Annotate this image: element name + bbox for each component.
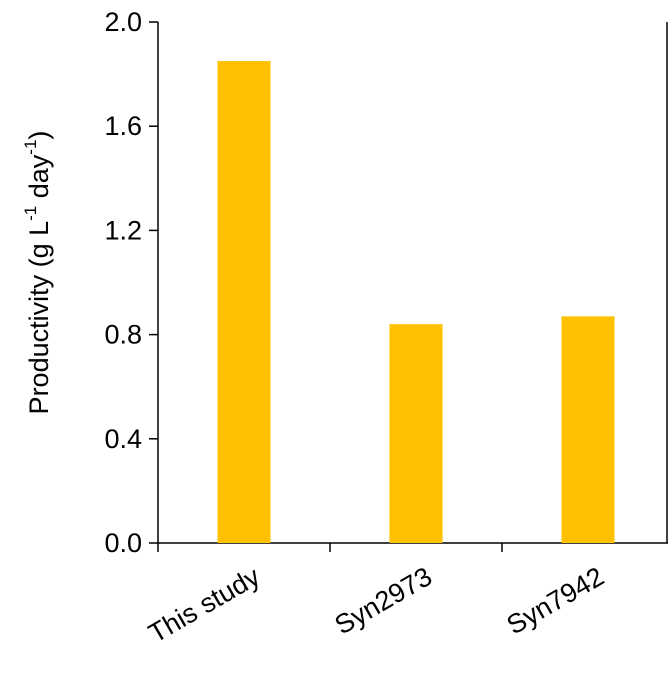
y-tick-label: 0.8 — [104, 320, 142, 350]
y-tick-label: 1.6 — [104, 111, 142, 141]
x-ticks: This study Syn2973 Syn7942 — [143, 543, 609, 649]
y-axis-title-end: ) — [24, 131, 54, 140]
x-axis: This study Syn2973 Syn7942 — [143, 542, 668, 649]
y-tick-label: 0.4 — [104, 424, 142, 454]
y-tick-label: 0.0 — [104, 528, 142, 558]
y-axis-title: Productivity (g L-1 day-1) — [21, 131, 54, 415]
y-ticks: 0.0 0.4 0.8 1.2 1.6 2.0 — [104, 7, 158, 558]
y-tick-label: 2.0 — [104, 7, 142, 37]
x-tick-label: Syn7942 — [502, 561, 609, 640]
y-axis-title-exponent-1: -1 — [21, 206, 40, 221]
x-tick-label: Syn2973 — [330, 561, 437, 640]
y-axis-title-middle: day — [24, 154, 54, 206]
y-tick-label: 1.2 — [104, 215, 142, 245]
y-axis-title-main: Productivity (g L — [24, 221, 54, 415]
bars — [217, 61, 615, 543]
bar — [389, 324, 443, 543]
bar — [217, 61, 271, 543]
y-axis: 0.0 0.4 0.8 1.2 1.6 2.0 — [104, 7, 159, 558]
x-tick-label: This study — [143, 561, 265, 649]
y-axis-title-exponent-2: -1 — [21, 140, 40, 155]
bar — [561, 316, 615, 543]
